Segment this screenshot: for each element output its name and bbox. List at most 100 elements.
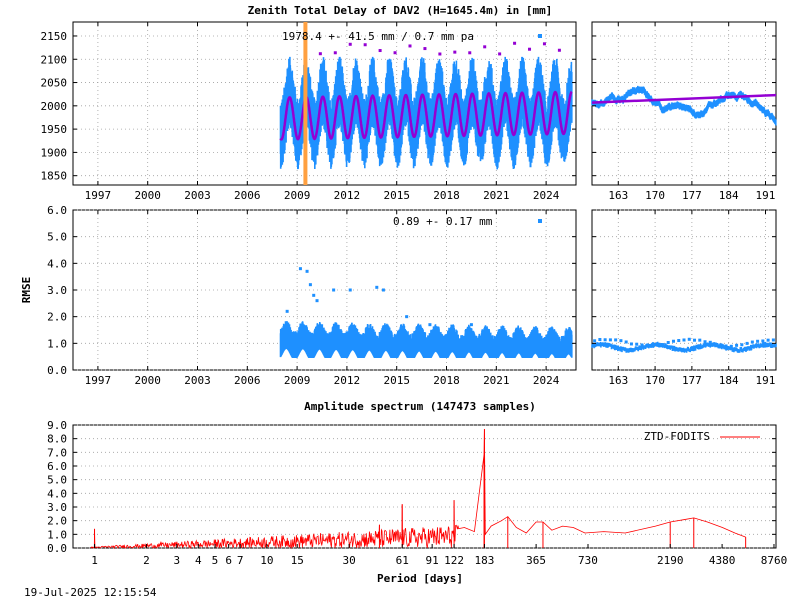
- rmse-outlier-point: [405, 315, 409, 319]
- legend-label: ZTD-FODITS: [644, 430, 710, 443]
- x-tick-label: 163: [608, 189, 628, 202]
- rmse-outlier-point: [298, 267, 302, 271]
- plot-frame: [72, 424, 777, 549]
- y-tick-label: 1.0: [47, 337, 67, 350]
- rmse-recent-point: [698, 338, 702, 342]
- spectrum-title: Amplitude spectrum (147473 samples): [304, 400, 536, 413]
- x-tick-label: 2015: [383, 189, 410, 202]
- y-tick-label: 5.0: [47, 231, 67, 244]
- rmse-recent-point: [635, 342, 639, 346]
- y-tick-label: 0.0: [47, 542, 67, 555]
- ztd-outlier-point: [468, 51, 472, 55]
- x-tick-label: 61: [396, 554, 409, 567]
- rmse-recent-point: [603, 338, 607, 342]
- plot-area: 1997 2000 2003 2006 2009 2012 2015 2018 2021 2024…: [47, 204, 576, 387]
- rmse-recent-point: [629, 342, 633, 346]
- y-tick-label: 2100: [41, 53, 68, 66]
- x-tick-label: 2012: [334, 374, 361, 387]
- y-tick-label: 1900: [41, 146, 68, 159]
- x-tick-label: 4380: [709, 554, 736, 567]
- rmse-recent-point: [640, 343, 644, 347]
- rmse-recent-point: [619, 339, 623, 343]
- rmse-recent-point: [671, 339, 675, 343]
- ztd-outlier-point: [318, 52, 322, 56]
- rmse-recent-point: [745, 341, 749, 345]
- main-title: Zenith Total Delay of DAV2 (H=1645.4m) i…: [248, 4, 553, 17]
- ztd-outlier-point: [348, 42, 352, 46]
- rmse-recent-point: [771, 338, 775, 342]
- x-tick-label: 2018: [433, 189, 460, 202]
- x-tick-label: 8760: [761, 554, 788, 567]
- ztd-outlier-point: [498, 52, 502, 56]
- rmse-recent-point: [593, 339, 597, 343]
- ztd-outlier-point: [378, 49, 382, 53]
- rmse-recent-point: [761, 339, 765, 343]
- y-tick-label: 2.0: [47, 515, 67, 528]
- y-tick-label: 1850: [41, 170, 68, 183]
- panel-ztd-longterm: 1997 2000 2003 2006 2009 2012 2015 2018 2021 2024…: [41, 21, 577, 202]
- rmse-outlier-point: [305, 269, 309, 273]
- ztd-outlier-point: [483, 45, 487, 49]
- x-tick-label: 184: [719, 189, 739, 202]
- plot-frame: [72, 21, 577, 186]
- ztd-outlier-point: [453, 50, 457, 54]
- rmse-outlier-point: [332, 288, 336, 292]
- x-tick-label: 2190: [657, 554, 684, 567]
- x-tick-label: 177: [682, 374, 702, 387]
- x-tick-label: 2018: [433, 374, 460, 387]
- rmse-outlier-point: [348, 288, 352, 292]
- ztd-outlier-point: [333, 51, 337, 55]
- rmse-outlier-point: [381, 288, 385, 292]
- x-tick-label: 10: [260, 554, 273, 567]
- x-tick-label: 170: [645, 189, 665, 202]
- x-tick-label: 15: [291, 554, 304, 567]
- y-tick-label: 6.0: [47, 460, 67, 473]
- x-tick-label: 3: [173, 554, 180, 567]
- x-tick-label: 191: [756, 189, 776, 202]
- ztd-recent-model: [591, 93, 777, 104]
- x-tick-label: 2021: [483, 374, 510, 387]
- rmse-recent-point: [661, 343, 665, 347]
- ztd-outlier-point: [363, 43, 367, 47]
- x-tick-label: 2000: [134, 374, 161, 387]
- y-tick-label: 3.0: [47, 501, 67, 514]
- plot-area: 1 2 3 4 5 6 7 10 15 30 61 91 122 183 365 730 2190 4380 876…: [47, 419, 787, 567]
- y-tick-label: 2000: [41, 100, 68, 113]
- rmse-recent-point: [719, 343, 723, 347]
- x-tick-label: 2: [143, 554, 150, 567]
- rmse-recent-point: [598, 337, 602, 341]
- rmse-recent-point: [693, 338, 697, 342]
- x-tick-label: 4: [195, 554, 202, 567]
- rmse-recent-point: [614, 338, 618, 342]
- x-tick-label: 191: [756, 374, 776, 387]
- rmse-outlier-point: [428, 323, 432, 327]
- rmse-recent-point: [650, 344, 654, 348]
- y-tick-label: 7.0: [47, 446, 67, 459]
- plot-area: 163 170 177 184 191: [591, 209, 777, 387]
- rmse-recent-point: [724, 344, 728, 348]
- rmse-recent-point: [756, 339, 760, 343]
- x-tick-label: 2003: [184, 189, 211, 202]
- rmse-outlier-point: [285, 309, 289, 313]
- rmse-recent-point: [729, 344, 733, 348]
- x-tick-label: 2021: [483, 189, 510, 202]
- x-tick-label: 365: [526, 554, 546, 567]
- x-tick-label: 2024: [533, 374, 560, 387]
- y-tick-label: 2.0: [47, 311, 67, 324]
- ztd-outlier-point: [393, 51, 397, 55]
- ztd-model-curve: [279, 90, 573, 141]
- legend-marker: [538, 34, 542, 38]
- rmse-recent-point: [645, 344, 649, 348]
- y-tick-label: 4.0: [47, 257, 67, 270]
- rmse-recent-point: [624, 340, 628, 344]
- panel-ztd-recent: 163 170 177 184 191: [591, 21, 777, 202]
- y-tick-label: 4.0: [47, 487, 67, 500]
- rmse-recent-point: [766, 338, 770, 342]
- x-tick-label: 1997: [85, 189, 112, 202]
- y-tick-label: 1.0: [47, 528, 67, 541]
- x-tick-label: 184: [719, 374, 739, 387]
- rmse-recent-point: [703, 340, 707, 344]
- spectrum-line: [90, 429, 746, 550]
- x-tick-label: 30: [342, 554, 355, 567]
